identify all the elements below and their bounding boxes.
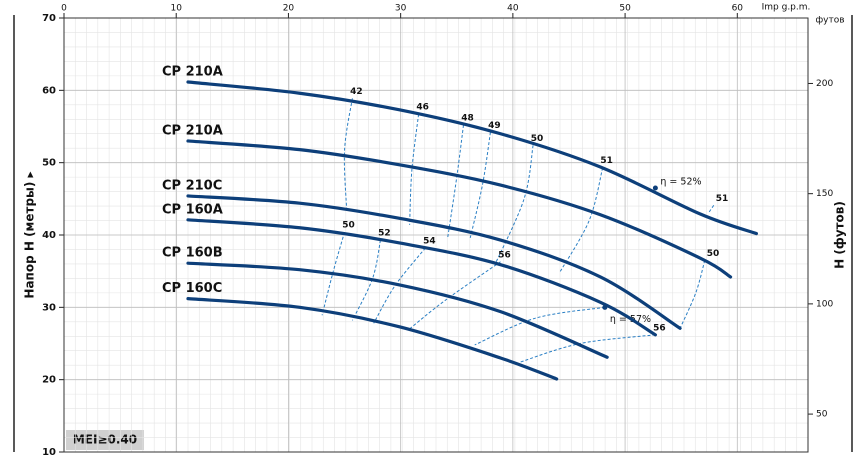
- y-tick-label: 20: [42, 375, 56, 386]
- x-tick-label: 10: [170, 4, 182, 14]
- series-label: CP 160A: [162, 202, 223, 217]
- y-tick-label: 30: [42, 302, 56, 313]
- efficiency-label: 50: [707, 249, 720, 259]
- y2-tick-label: 200: [816, 79, 833, 89]
- x-tick-label: 40: [507, 4, 519, 14]
- y2-tick-label: 100: [816, 299, 833, 309]
- y-axis-label: Напор H (метры) ▸: [23, 171, 37, 298]
- efficiency-label: 49: [488, 121, 501, 131]
- badge: MEI≥0.40: [73, 433, 137, 447]
- badge-box: [66, 430, 144, 450]
- efficiency-line: [321, 231, 346, 316]
- pump-curve: [186, 218, 657, 337]
- series-label: CP 160B: [162, 246, 223, 261]
- pump-curve: [186, 194, 682, 330]
- x-tick-label: 20: [283, 4, 295, 14]
- efficiency-line: [469, 132, 491, 239]
- series-label: CP 210A: [162, 123, 223, 138]
- efficiency-marker: [652, 185, 658, 191]
- efficiency-line: [708, 205, 715, 213]
- y-tick-label: 10: [42, 447, 56, 458]
- y-tick-label: 70: [42, 13, 56, 24]
- y2-axis-label: H (футов): [833, 201, 847, 269]
- efficiency-line: [474, 306, 605, 346]
- efficiency-label: 50: [342, 221, 355, 231]
- plot-frame: [63, 17, 809, 453]
- efficiency-line: [494, 145, 534, 265]
- efficiency-line: [409, 114, 420, 225]
- efficiency-label: 46: [416, 103, 429, 113]
- efficiency-label: 48: [461, 114, 474, 124]
- y2-tick-label: 150: [816, 189, 833, 199]
- y2-unit-label: футов: [815, 16, 844, 26]
- x-axis-label: Imp g.p.m.: [762, 3, 811, 13]
- x-tick-label: 30: [395, 4, 407, 14]
- efficiency-line: [351, 239, 381, 321]
- pump-curve: [186, 297, 559, 381]
- efficiency-label: 51: [716, 194, 729, 204]
- efficiency-label: 51: [600, 156, 613, 166]
- efficiency-line: [373, 247, 426, 324]
- x-tick-label: 60: [732, 4, 744, 14]
- efficiency-label: 42: [350, 87, 363, 97]
- efficiency-line: [679, 260, 706, 329]
- series-label: CP 210A: [162, 65, 223, 80]
- efficiency-label: 56: [653, 323, 666, 333]
- y-tick-label: 60: [42, 85, 56, 96]
- pump-curve: [186, 80, 758, 236]
- efficiency-line: [343, 98, 353, 212]
- y-tick-label: 50: [42, 158, 56, 169]
- pump-curve: [186, 139, 733, 279]
- y-tick-label: 40: [42, 230, 56, 241]
- efficiency-label: 52: [378, 229, 391, 239]
- efficiency-label: 54: [423, 237, 436, 247]
- x-tick-label: 0: [61, 4, 67, 14]
- y2-tick-label: 50: [816, 410, 828, 420]
- x-tick-label: 50: [619, 4, 631, 14]
- series-label: CP 210C: [162, 178, 222, 193]
- series-label: CP 160C: [162, 281, 222, 296]
- pump-curve: [186, 261, 609, 359]
- efficiency-label: 56: [498, 250, 511, 260]
- efficiency-label: 50: [531, 134, 544, 144]
- efficiency-label: η = 52%: [660, 176, 701, 187]
- efficiency-line: [408, 261, 501, 331]
